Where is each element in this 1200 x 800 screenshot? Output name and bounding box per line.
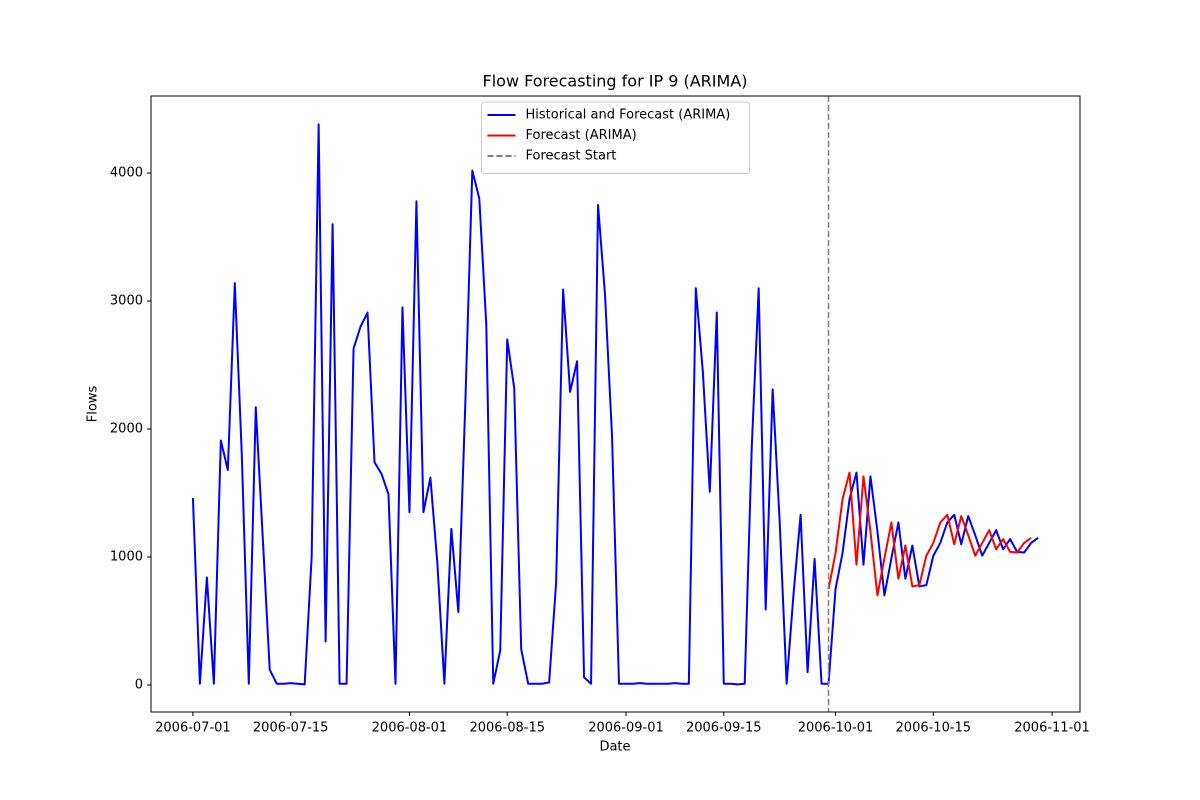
- series-line: [191, 123, 1039, 686]
- y-tick-label: 3000: [110, 294, 143, 309]
- x-tick-label: 2006-08-15: [469, 721, 545, 736]
- series-line: [827, 471, 1032, 597]
- x-tick-label: 2006-08-01: [372, 721, 448, 736]
- x-tick-label: 2006-07-01: [155, 721, 231, 736]
- axes-frame: [150, 95, 1081, 713]
- x-tick-label: 2006-09-01: [588, 721, 664, 736]
- y-tick-label: 4000: [110, 166, 143, 181]
- x-tick-label: 2006-10-01: [798, 721, 874, 736]
- y-tick-label: 0: [135, 677, 143, 692]
- legend-label: Forecast Start: [526, 149, 617, 164]
- y-tick-label: 2000: [110, 422, 143, 437]
- chart-title: Flow Forecasting for IP 9 (ARIMA): [483, 72, 748, 91]
- legend-box: [481, 101, 750, 174]
- y-axis-label: Flows: [86, 386, 101, 423]
- x-tick-label: 2006-09-15: [686, 721, 762, 736]
- legend-label: Forecast (ARIMA): [526, 128, 637, 143]
- x-tick-label: 2006-10-15: [896, 721, 972, 736]
- legend-label: Historical and Forecast (ARIMA): [526, 108, 731, 123]
- x-axis-label: Date: [599, 740, 630, 755]
- x-tick-label: 2006-07-15: [253, 721, 329, 736]
- y-tick-label: 1000: [110, 550, 143, 565]
- x-tick-label: 2006-11-01: [1014, 721, 1090, 736]
